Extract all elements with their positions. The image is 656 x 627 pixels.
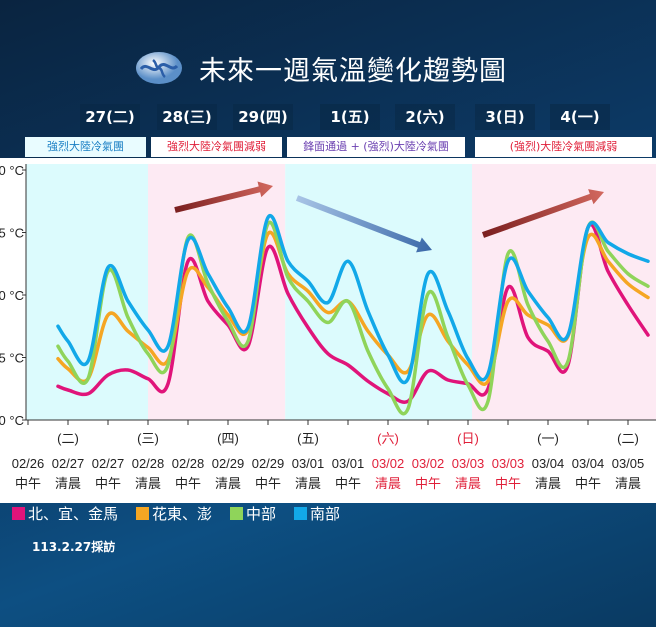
day-label: 2(六)	[395, 104, 455, 130]
y-tick-label: 25 °C	[0, 226, 24, 241]
y-tick-label: 20 °C	[0, 288, 24, 303]
x-tick-date: 03/04	[572, 456, 605, 471]
x-tick-weekday: (二)	[617, 431, 639, 446]
x-tick-weekday: (六)	[377, 431, 399, 446]
x-tick-weekday: (三)	[137, 431, 159, 446]
legend-swatch	[294, 507, 308, 520]
arrow-shape	[295, 195, 433, 253]
x-tick-date: 03/02	[372, 456, 405, 471]
legend-swatch	[230, 507, 244, 520]
series-line-北、宜、金馬	[56, 222, 650, 404]
x-tick-time: 中午	[175, 476, 201, 491]
x-tick-date: 02/29	[252, 456, 285, 471]
y-tick-label: 10 °C	[0, 413, 24, 428]
x-tick-date: 03/01	[292, 456, 325, 471]
series-line-中部	[56, 220, 650, 416]
trend-down-arrow-icon	[295, 195, 433, 253]
x-tick-date: 03/03	[452, 456, 485, 471]
legend-label: 花東、澎	[152, 505, 213, 523]
legend-item: 中部	[230, 503, 276, 524]
x-tick-weekday: (二)	[57, 431, 79, 446]
legend-item: 南部	[294, 503, 340, 524]
condition-label: 鋒面通過 + (強烈)大陸冷氣團	[287, 137, 465, 157]
x-tick-date: 02/27	[92, 456, 125, 471]
legend-item: 北、宜、金馬	[12, 503, 118, 524]
x-tick-date: 03/05	[612, 456, 645, 471]
series-line-南部	[56, 213, 650, 385]
x-tick-date: 03/03	[492, 456, 525, 471]
x-tick-time: 中午	[15, 476, 41, 491]
x-tick-time: 中午	[335, 476, 361, 491]
x-tick-date: 03/01	[332, 456, 365, 471]
y-tick-label: 15 °C	[0, 351, 24, 366]
legend-swatch	[12, 507, 25, 520]
x-tick-time: 清晨	[535, 476, 561, 491]
legend-label: 中部	[246, 505, 277, 523]
x-tick-time: 中午	[415, 476, 441, 491]
trend-up-arrow-icon	[174, 181, 274, 213]
x-tick-time: 清晨	[295, 476, 321, 491]
x-tick-date: 02/28	[132, 456, 165, 471]
legend-swatch	[136, 507, 150, 520]
x-tick-date: 03/02	[412, 456, 445, 471]
day-label: 27(二)	[80, 104, 140, 130]
x-tick-time: 清晨	[215, 476, 241, 491]
arrow-shape	[174, 181, 274, 213]
x-tick-time: 中午	[495, 476, 521, 491]
condition-label: (強烈)大陸冷氣團減弱	[475, 137, 652, 157]
x-tick-time: 清晨	[455, 476, 481, 491]
day-label: 3(日)	[475, 104, 535, 130]
x-tick-time: 中午	[255, 476, 281, 491]
x-tick-date: 02/28	[172, 456, 205, 471]
x-tick-weekday: (五)	[297, 431, 319, 446]
x-tick-time: 清晨	[615, 476, 641, 491]
day-label: 28(三)	[157, 104, 217, 130]
x-tick-weekday: (日)	[457, 431, 479, 446]
day-label: 1(五)	[320, 104, 380, 130]
legend-label: 北、宜、金馬	[28, 505, 119, 523]
weather-band	[472, 164, 656, 420]
x-tick-date: 02/29	[212, 456, 245, 471]
x-tick-time: 清晨	[55, 476, 81, 491]
header: 未來一週氣溫變化趨勢圖	[135, 48, 507, 88]
x-tick-time: 中午	[95, 476, 121, 491]
x-tick-weekday: (一)	[537, 431, 559, 446]
legend-item: 花東、澎	[136, 503, 212, 524]
x-tick-date: 02/26	[12, 456, 45, 471]
temperature-chart: 10 °C 15 °C 20 °C 25 °C 30 °C 02/26 中午 (二) 02/27…	[0, 158, 656, 503]
source-note: 113.2.27採訪	[32, 540, 116, 554]
x-tick-time: 中午	[575, 476, 601, 491]
condition-label: 強烈大陸冷氣團減弱	[151, 137, 282, 157]
x-tick-time: 清晨	[135, 476, 161, 491]
arrow-shape	[481, 189, 604, 238]
x-tick-date: 03/04	[532, 456, 565, 471]
weather-bureau-logo	[136, 52, 182, 84]
page-title: 未來一週氣溫變化趨勢圖	[199, 55, 507, 87]
y-tick-label: 30 °C	[0, 163, 24, 178]
x-tick-weekday: (四)	[217, 431, 239, 446]
x-tick-date: 02/27	[52, 456, 85, 471]
day-label: 4(一)	[550, 104, 610, 130]
x-tick-time: 清晨	[375, 476, 401, 491]
legend: 北、宜、金馬 花東、澎 中部 南部	[12, 503, 358, 524]
condition-label: 強烈大陸冷氣團	[25, 137, 146, 157]
trend-up-arrow-icon	[481, 189, 604, 238]
legend-label: 南部	[310, 505, 341, 523]
day-label: 29(四)	[233, 104, 293, 130]
